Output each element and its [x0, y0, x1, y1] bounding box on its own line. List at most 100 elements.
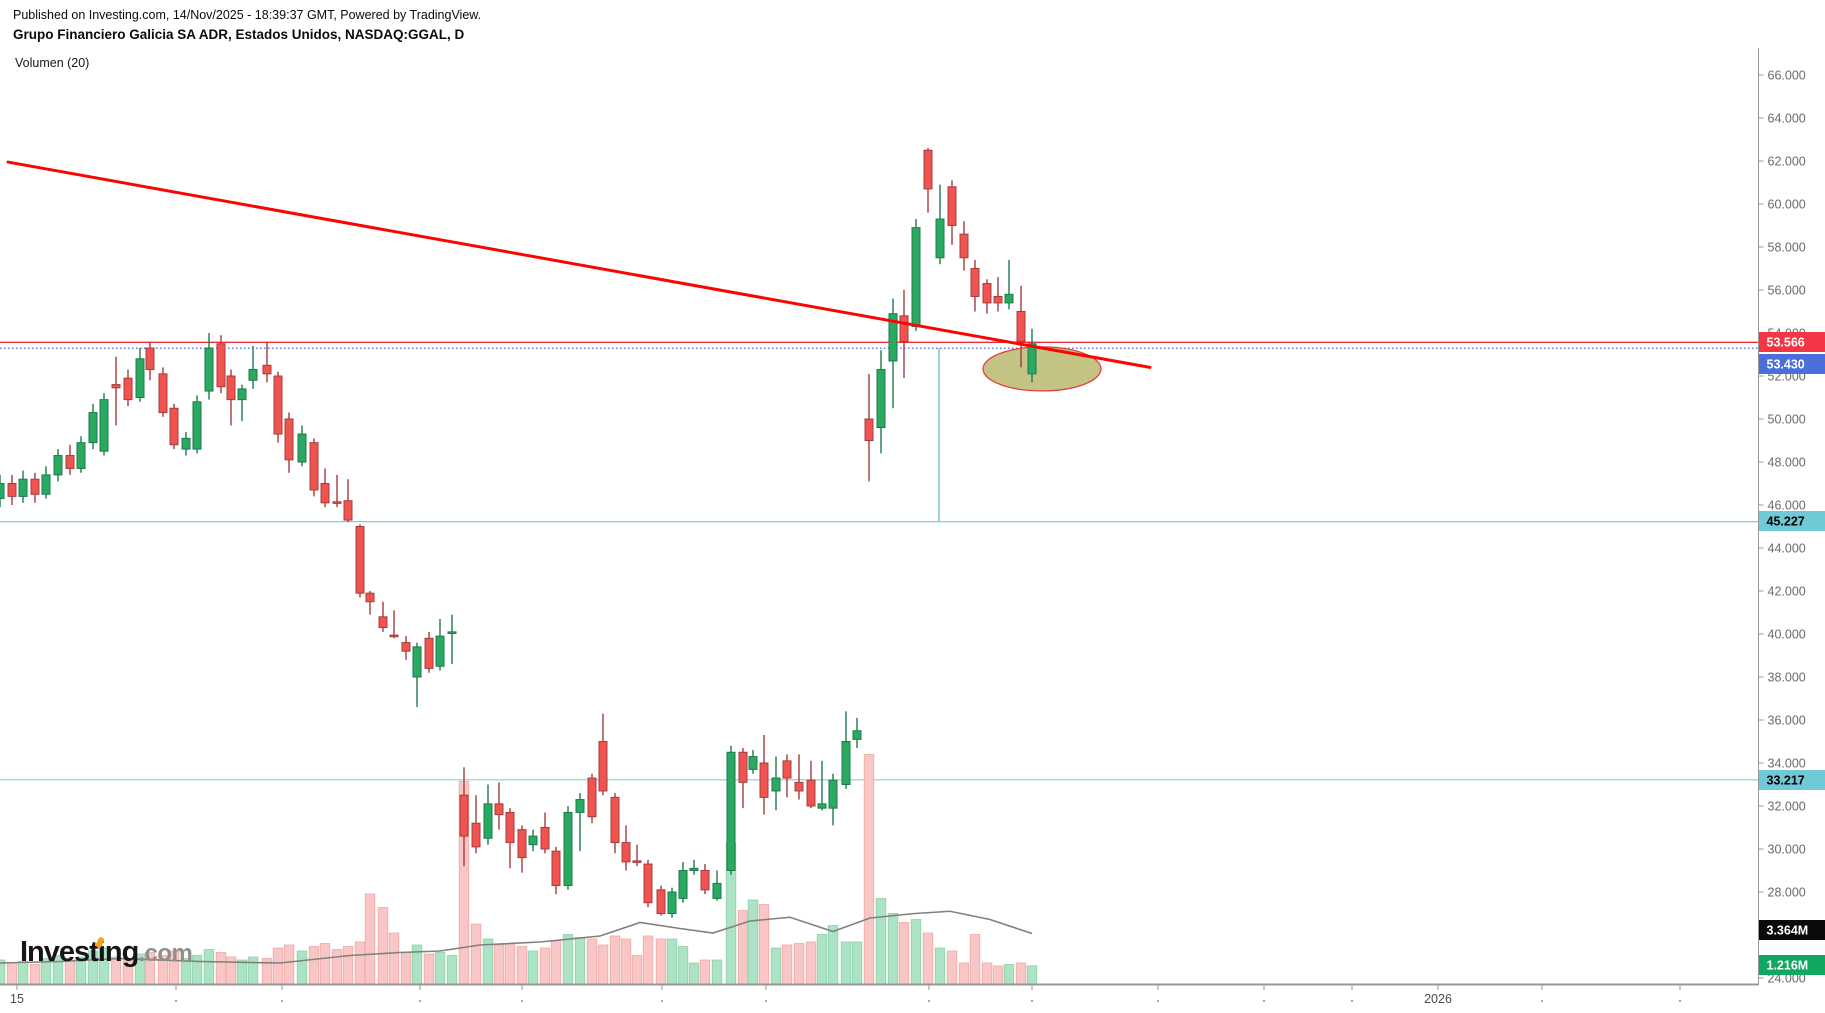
candle-down — [993, 277, 1003, 312]
candle-up — [53, 449, 63, 482]
investing-logo: Investing.com — [20, 936, 193, 969]
candle-up — [76, 436, 86, 473]
candle-body — [1016, 311, 1026, 343]
candle-down — [738, 747, 748, 809]
volume-bar-down — [1015, 962, 1027, 985]
candle-body — [876, 369, 886, 429]
candle-down — [216, 335, 226, 394]
price-badge-text: 1.216M — [1767, 959, 1809, 973]
candle-down — [923, 148, 933, 213]
candle-down — [598, 713, 608, 796]
candle-up — [841, 711, 851, 789]
candle-down — [982, 279, 992, 314]
candle-body — [297, 433, 307, 463]
candle-down — [332, 474, 342, 508]
candle-body — [389, 634, 399, 638]
candle-down — [643, 859, 653, 908]
volume-bar-up — [840, 941, 852, 985]
candle-down — [284, 412, 294, 473]
candle-down — [262, 341, 272, 383]
volume-bar-up — [0, 959, 6, 985]
volume-bar-down — [699, 959, 711, 985]
candle-body — [678, 870, 688, 899]
candle-body — [1004, 293, 1014, 304]
price-tick-label: 46.000 — [1768, 499, 1806, 513]
volume-bar-down — [793, 943, 805, 985]
candle-body — [748, 756, 758, 770]
candle-body — [528, 835, 538, 846]
logo-suffix: .com — [138, 940, 193, 967]
candle-up — [748, 750, 758, 774]
volume-bar-up — [191, 955, 203, 985]
price-badge-text: 45.227 — [1767, 515, 1805, 529]
time-tick-dot — [1678, 999, 1682, 1003]
volume-bar-down — [331, 949, 343, 985]
candle-body — [355, 526, 365, 594]
price-tick-label: 42.000 — [1768, 585, 1806, 599]
time-tick-dot — [1350, 999, 1354, 1003]
volume-bar-down — [631, 955, 643, 985]
candle-body — [738, 751, 748, 783]
volume-bar-down — [388, 932, 400, 985]
price-tick-label: 56.000 — [1768, 284, 1806, 298]
volume-bar-up — [688, 962, 700, 985]
price-tick-label: 28.000 — [1768, 886, 1806, 900]
candle-down — [782, 754, 792, 798]
volume-bar-down — [283, 944, 295, 985]
volume-bar-down — [642, 935, 654, 985]
candle-body — [169, 407, 179, 446]
volume-bar-up — [747, 899, 759, 985]
price-badge-bg — [1759, 354, 1825, 374]
price-badge-text: 53.566 — [1767, 336, 1805, 350]
candle-body — [135, 358, 145, 398]
candle-up — [192, 395, 202, 454]
candle-up — [412, 642, 422, 708]
candle-body — [621, 842, 631, 863]
volume-bar-up — [203, 949, 215, 985]
price-tick-label: 64.000 — [1768, 112, 1806, 126]
candle-down — [145, 341, 155, 381]
volume-bar-down — [516, 946, 528, 985]
candle-down — [111, 356, 121, 426]
candle-body — [643, 863, 653, 904]
candle-down — [65, 444, 75, 475]
candle-body — [158, 373, 168, 414]
price-badge-bg — [1759, 770, 1825, 790]
time-tick-dot — [174, 999, 178, 1003]
volume-bar-down — [225, 956, 237, 985]
candle-body — [689, 867, 699, 871]
volume-bar-up — [247, 956, 259, 985]
volume-bar-down — [898, 922, 910, 985]
volume-bar-up — [816, 934, 828, 985]
candle-body — [471, 822, 481, 848]
volume-bar-up — [574, 937, 586, 985]
candles-layer — [0, 148, 1037, 918]
candle-body — [712, 882, 722, 899]
time-tick-dot — [520, 999, 524, 1003]
volume-bar-down — [504, 943, 516, 985]
candle-body — [145, 347, 155, 371]
candle-body — [65, 455, 75, 469]
candle-body — [806, 779, 816, 807]
candle-up — [689, 859, 699, 875]
price-badge-text: 53.430 — [1767, 358, 1805, 372]
chart-title: Grupo Financiero Galicia SA ADR, Estados… — [13, 27, 465, 42]
price-badge-bg — [1759, 332, 1825, 352]
volume-bars-layer — [0, 754, 1038, 985]
candle-body — [343, 500, 353, 521]
volume-bar-down — [319, 943, 331, 985]
time-tick-dot — [764, 999, 768, 1003]
time-tick-dot — [1030, 999, 1034, 1003]
axes-layer: 66.00064.00062.00060.00058.00056.00054.0… — [0, 48, 1806, 1006]
volume-bar-down — [946, 950, 958, 985]
candle-up — [771, 756, 781, 811]
candle-down — [794, 754, 804, 800]
published-line: Published on Investing.com, 14/Nov/2025 … — [13, 8, 482, 22]
candle-down — [309, 438, 319, 497]
volume-bar-down — [6, 962, 18, 985]
candle-body — [864, 418, 874, 441]
candle-up — [483, 784, 493, 845]
candle-down — [355, 524, 365, 598]
candle-down — [401, 636, 411, 660]
